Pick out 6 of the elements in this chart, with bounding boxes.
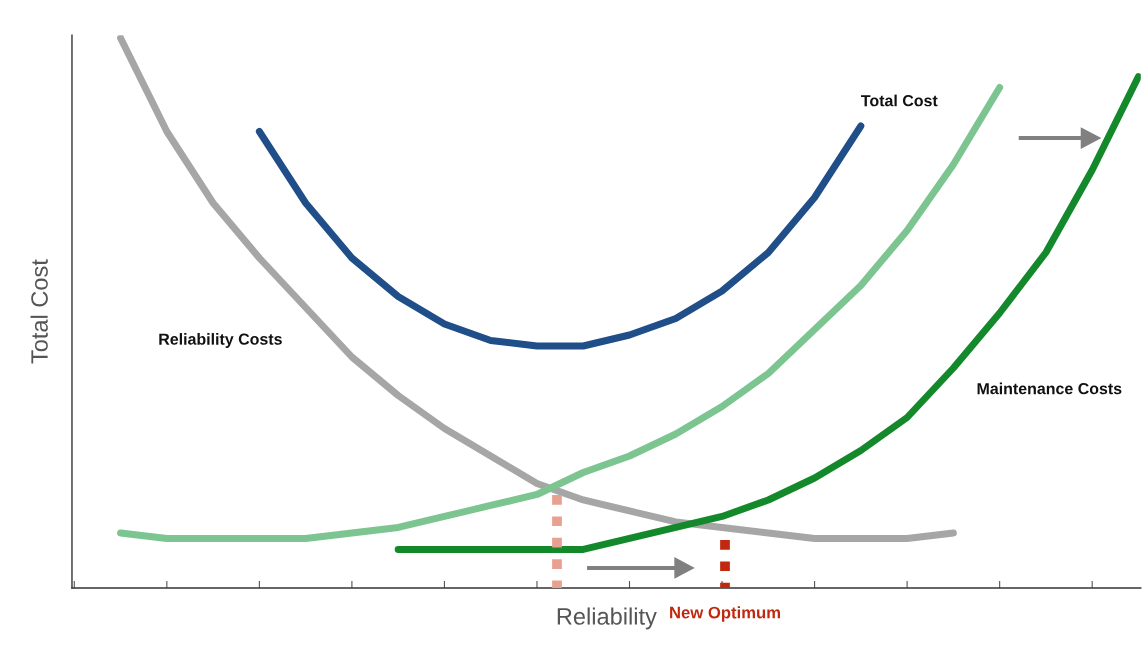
series-label: Maintenance Costs [977,382,1122,395]
text: Reliability Costs [159,333,282,348]
series-label: Total Cost [861,94,938,107]
y-axis-title: Total Cost [30,259,48,364]
text: New Optimum [670,606,780,622]
x-axis-title: Reliability [557,607,657,630]
